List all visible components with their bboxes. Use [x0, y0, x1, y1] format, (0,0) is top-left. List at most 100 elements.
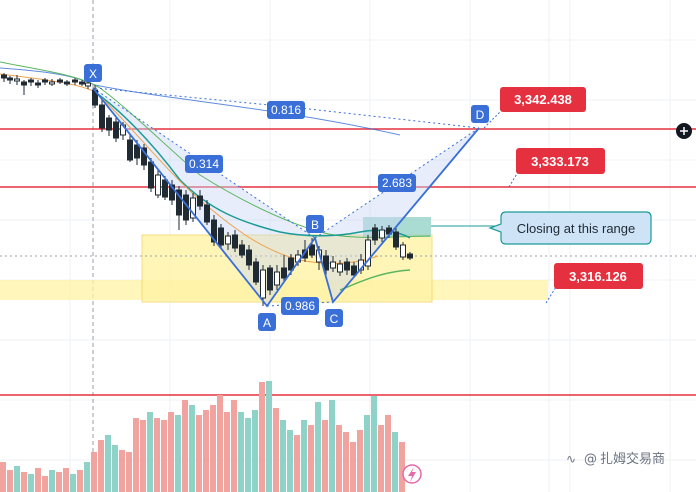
candle	[85, 81, 91, 89]
xab-triangle	[93, 88, 315, 306]
candle	[1, 73, 7, 82]
ratio-xb-text: 0.314	[189, 157, 219, 171]
volume-bar	[343, 432, 349, 492]
volume-bar	[112, 445, 118, 492]
candle	[407, 252, 413, 260]
volume-bar	[35, 468, 41, 492]
candle	[190, 193, 196, 222]
volume-bar	[133, 418, 139, 492]
volume-bar	[21, 472, 27, 492]
volume-bar	[280, 420, 286, 492]
price-callout-3316: 3,316.126	[545, 263, 643, 304]
volume-bar	[357, 430, 363, 492]
candle	[127, 135, 133, 162]
volume-bar	[224, 412, 230, 492]
volume-bar	[70, 474, 76, 492]
candle	[21, 80, 27, 95]
volume-bar	[245, 418, 251, 492]
price-3342-text: 3,342.438	[514, 92, 572, 107]
ac-dotted	[266, 301, 334, 307]
volume-bar	[308, 425, 314, 492]
volume-bar	[203, 410, 209, 492]
candle	[49, 79, 55, 86]
volume-bar	[98, 440, 104, 492]
point-d-text: D	[476, 108, 485, 122]
volume-bar	[350, 442, 356, 492]
volume-bar	[7, 470, 13, 492]
candle	[204, 200, 210, 225]
watermark: ∿ @ 扎姆交易商	[566, 451, 665, 467]
candle	[218, 224, 224, 248]
volume-bar	[63, 468, 69, 492]
volume-bar	[210, 405, 216, 492]
volume-bar	[259, 382, 265, 492]
ratio-bd-text: 2.683	[382, 176, 412, 190]
candle	[99, 100, 105, 132]
candle	[239, 240, 245, 258]
volume-bar	[147, 412, 153, 492]
point-c-label: C	[325, 309, 343, 327]
volume-bar	[294, 435, 300, 492]
candle	[176, 186, 182, 230]
ma-line-orange	[0, 73, 379, 264]
volume-bar	[273, 408, 279, 492]
volume-bar	[189, 405, 195, 492]
candle	[14, 75, 20, 85]
price-3333-text: 3,333.173	[531, 154, 589, 169]
candle	[106, 115, 112, 136]
crosshair-add-button[interactable]	[676, 123, 692, 139]
volume-bar	[161, 420, 167, 492]
watermark-at: @	[584, 452, 597, 467]
candle	[323, 250, 329, 275]
pattern-legs	[92, 87, 480, 308]
candle	[253, 258, 259, 285]
lightning-icon[interactable]	[402, 464, 422, 484]
price-callout-3333: 3,333.173	[508, 148, 605, 188]
volume-bar	[301, 420, 307, 492]
candle	[28, 78, 34, 86]
ratio-xb-label: 0.314	[185, 155, 223, 173]
volume-bar	[49, 470, 55, 492]
ratio-xd-label: 0.816	[267, 101, 305, 119]
candle	[281, 255, 287, 282]
candle	[57, 78, 63, 84]
candle	[365, 235, 371, 270]
ratio-xd-text: 0.816	[271, 103, 301, 117]
volume-bar	[42, 476, 48, 492]
volume-bar	[196, 415, 202, 492]
volume-bar	[175, 415, 181, 492]
closing-range-callout: Closing at this range	[431, 211, 652, 245]
volume-bars	[0, 381, 405, 492]
volume-bar	[168, 412, 174, 492]
point-c-text: C	[330, 312, 339, 326]
candle	[260, 265, 266, 306]
candles	[1, 73, 413, 306]
volume-bar	[322, 420, 328, 492]
point-b-label: B	[306, 215, 324, 233]
candle	[344, 258, 350, 275]
price-3316-text: 3,316.126	[569, 269, 627, 284]
volume-bar	[385, 415, 391, 492]
volume-bar	[231, 400, 237, 492]
volume-bar	[266, 381, 272, 492]
candle	[7, 76, 13, 84]
ma-line-green	[0, 61, 431, 238]
volume-bar	[336, 425, 342, 492]
candle	[393, 228, 399, 250]
candle	[42, 78, 48, 85]
volume-bar	[77, 470, 83, 492]
candle	[162, 176, 168, 200]
volume-bar	[315, 402, 321, 492]
volume-bar	[238, 412, 244, 492]
candle	[337, 260, 343, 276]
watermark-icon: ∿	[566, 452, 576, 466]
point-a-text: A	[263, 316, 271, 330]
candle	[267, 265, 273, 295]
point-x-text: X	[89, 67, 97, 81]
volume-bar	[14, 466, 20, 492]
point-d-label: D	[471, 105, 489, 123]
volume-bar	[84, 462, 90, 492]
volume-bar	[140, 420, 146, 492]
watermark-text: 扎姆交易商	[600, 451, 665, 467]
